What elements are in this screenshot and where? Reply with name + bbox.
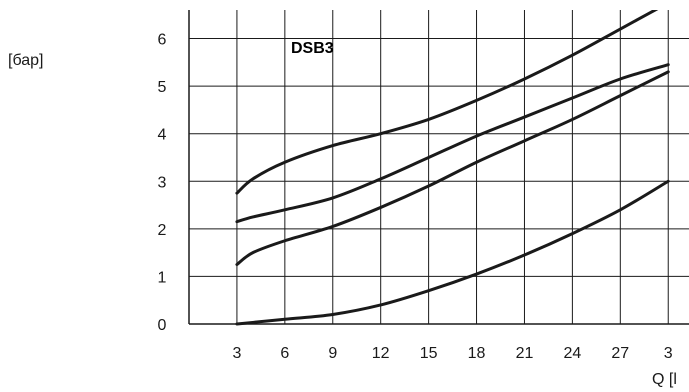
x-tick-label: 12 <box>372 345 390 362</box>
x-tick-label: 15 <box>420 345 438 362</box>
x-tick-label: 21 <box>516 345 534 362</box>
x-tick-label: 27 <box>611 345 629 362</box>
series-line-3 <box>235 70 670 267</box>
x-tick-label: 6 <box>280 345 289 362</box>
series-line-4 <box>235 179 670 326</box>
x-tick-label: 3 <box>232 345 241 362</box>
y-tick-label: 4 <box>158 127 167 144</box>
y-tick-label: 6 <box>158 32 167 49</box>
x-tick-label: 9 <box>328 345 337 362</box>
y-tick-label: 3 <box>158 174 167 191</box>
axes <box>188 10 689 325</box>
series-line-1 <box>235 10 659 195</box>
x-tick-label: 3 <box>664 345 673 362</box>
grid <box>189 10 689 324</box>
x-axis-unit: Q [l <box>652 371 677 388</box>
y-tick-label: 0 <box>158 317 167 334</box>
series-lines <box>235 10 670 326</box>
series-line-2 <box>235 63 670 224</box>
y-tick-label: 2 <box>158 222 167 239</box>
y-tick-label: 5 <box>158 79 167 96</box>
x-tick-label: 24 <box>563 345 581 362</box>
y-tick-label: 1 <box>158 269 167 286</box>
x-tick-label: 18 <box>468 345 486 362</box>
y-axis-unit: [бар] <box>8 52 43 69</box>
chart-title: DSB3 <box>291 40 334 57</box>
